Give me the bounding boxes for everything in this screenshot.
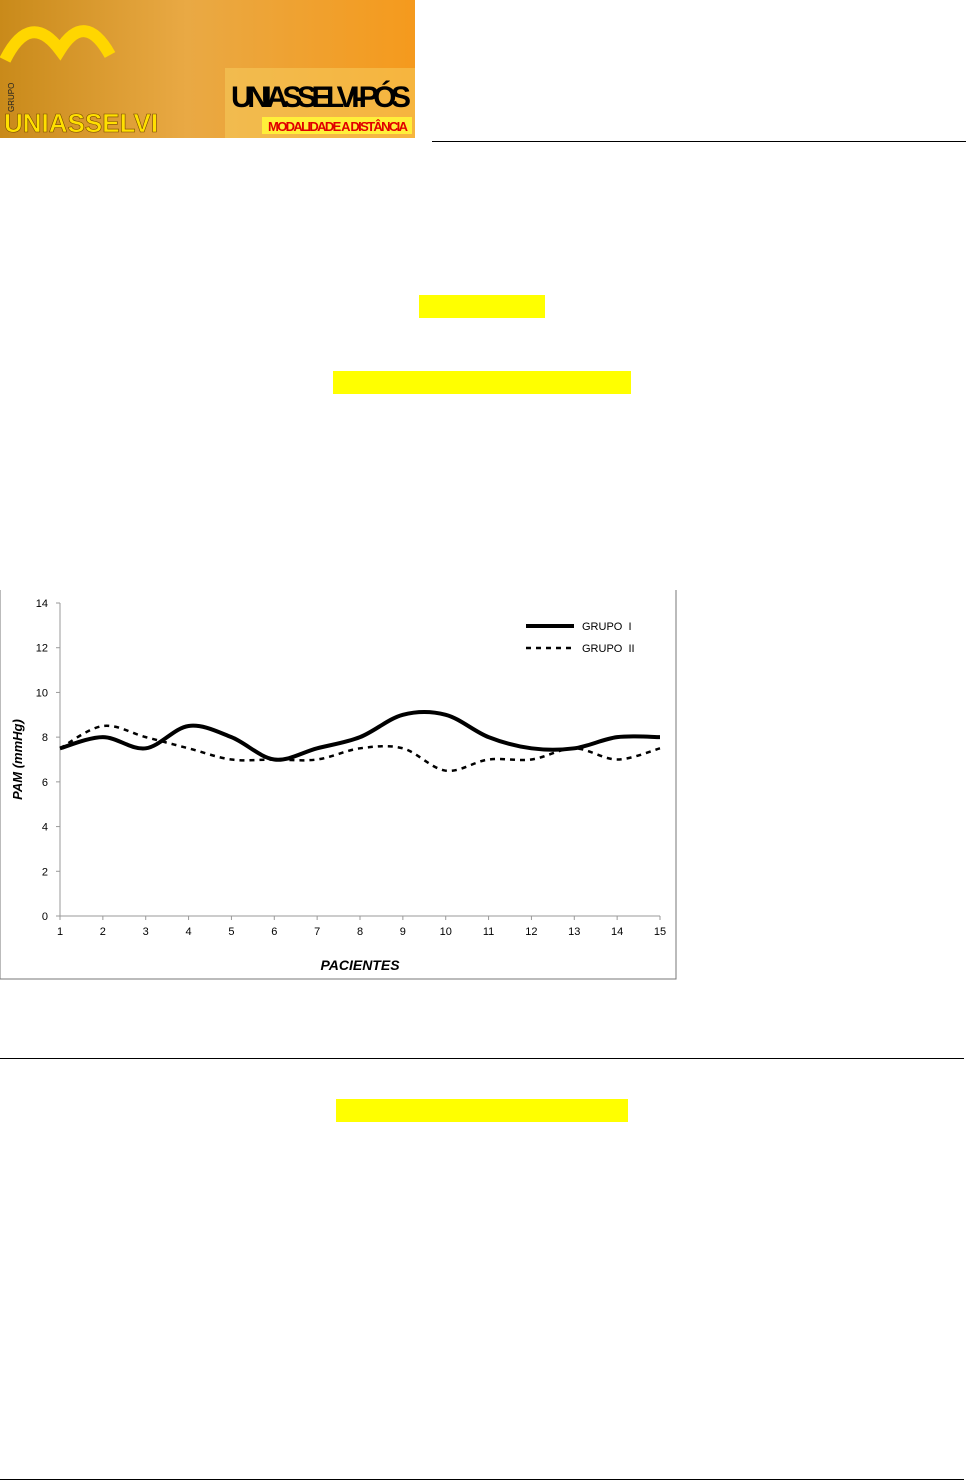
x-tick-label: 10	[440, 926, 452, 938]
header-rule	[432, 141, 966, 142]
x-tick-label: 2	[100, 926, 106, 938]
x-tick-label: 6	[271, 926, 277, 938]
x-tick-label: 7	[314, 926, 320, 938]
chart-frame	[0, 590, 677, 980]
x-tick-label: 4	[186, 926, 192, 938]
y-tick-label: 2	[42, 866, 48, 878]
y-tick-label: 12	[36, 643, 48, 655]
y-tick-label: 0	[42, 911, 48, 923]
logo-title: UNIASSELVI-PÓS	[231, 80, 411, 114]
highlight	[336, 1099, 628, 1122]
x-axis-label: PACIENTES	[320, 957, 400, 973]
y-tick-label: 8	[42, 732, 48, 744]
y-tick-label: 10	[36, 687, 48, 699]
y-axis-label: PAM (mmHg)	[10, 719, 25, 800]
x-tick-label: 12	[525, 926, 537, 938]
x-tick-label: 11	[483, 926, 494, 938]
x-tick-label: 15	[654, 926, 666, 938]
section-rule	[0, 1058, 964, 1059]
x-tick-label: 1	[57, 926, 63, 938]
y-tick-label: 14	[36, 598, 48, 610]
x-tick-label: 9	[400, 926, 406, 938]
logo-subtitle-bg	[262, 117, 412, 134]
logo-brand: UNIASSELVI	[4, 108, 158, 138]
y-tick-label: 4	[42, 822, 48, 834]
legend-label: GRUPO I	[582, 621, 632, 633]
footer-rule	[0, 1479, 964, 1480]
x-tick-label: 13	[568, 926, 580, 938]
legend-label: GRUPO II	[582, 643, 635, 655]
logo: GRUPO UNIASSELVI UNIASSELVI-PÓS MODALIDA…	[0, 0, 415, 138]
x-tick-label: 5	[228, 926, 234, 938]
logo-group: GRUPO	[7, 83, 16, 112]
x-tick-label: 14	[611, 926, 623, 938]
x-tick-label: 8	[357, 926, 363, 938]
logo-subtitle: MODALIDADE A DISTÂNCIA	[268, 119, 409, 134]
x-tick-label: 3	[143, 926, 149, 938]
y-tick-label: 6	[42, 777, 48, 789]
highlight	[419, 295, 545, 318]
highlight	[333, 371, 631, 394]
logo-arches	[0, 25, 116, 63]
series-line	[59, 709, 661, 762]
series-line	[59, 724, 661, 773]
